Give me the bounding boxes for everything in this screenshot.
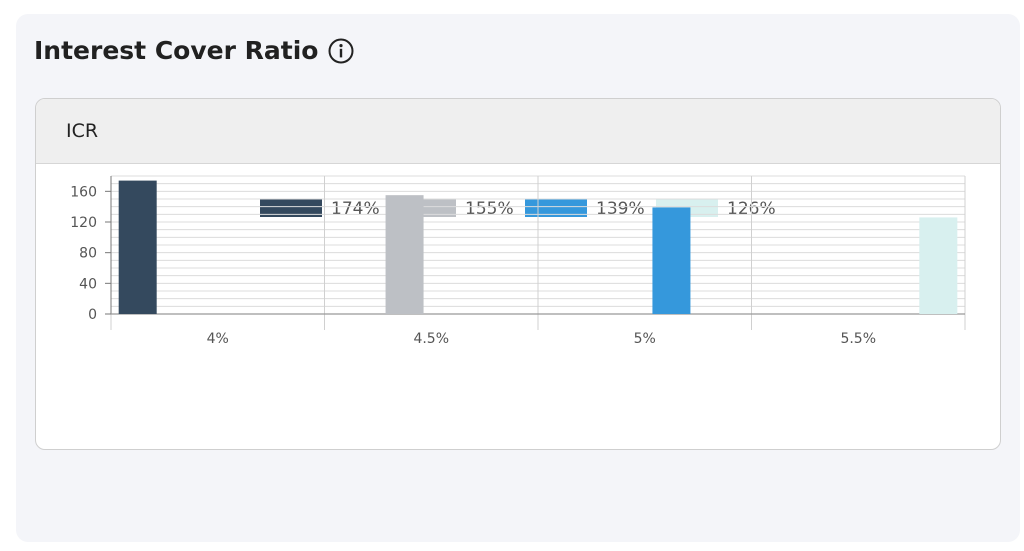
y-tick-label: 160 [70,184,97,200]
legend-swatch [525,199,587,217]
legend-label: 139% [596,199,645,219]
panel-title: Interest Cover Ratio [34,36,319,65]
bar [652,207,691,314]
legend-label: 174% [331,199,380,219]
y-tick-label: 0 [88,307,97,323]
x-tick-label: 5.5% [840,331,876,347]
info-circle-icon[interactable] [328,38,354,64]
card-header-label: ICR [66,120,99,142]
icr-panel: Interest Cover Ratio ICR 174% 155% 139% 126… [16,14,1020,542]
x-tick-label: 4.5% [413,331,449,347]
card-header: ICR [36,99,1000,164]
panel-title-row: Interest Cover Ratio [34,36,354,65]
bar [385,195,424,314]
legend-swatch [260,199,322,217]
y-tick-label: 40 [79,276,97,292]
legend-label: 155% [465,199,514,219]
y-tick-label: 120 [70,215,97,231]
y-tick-label: 80 [79,246,97,262]
bar [118,180,157,314]
bar [919,217,958,314]
icr-card: ICR 174% 155% 139% 126% 0 40 80 120 160 4% 4.5% 5% 5… [35,98,1001,450]
x-tick-label: 4% [207,331,229,347]
chart-legend: 174% 155% 139% 126% [260,199,776,219]
x-tick-label: 5% [634,331,656,347]
